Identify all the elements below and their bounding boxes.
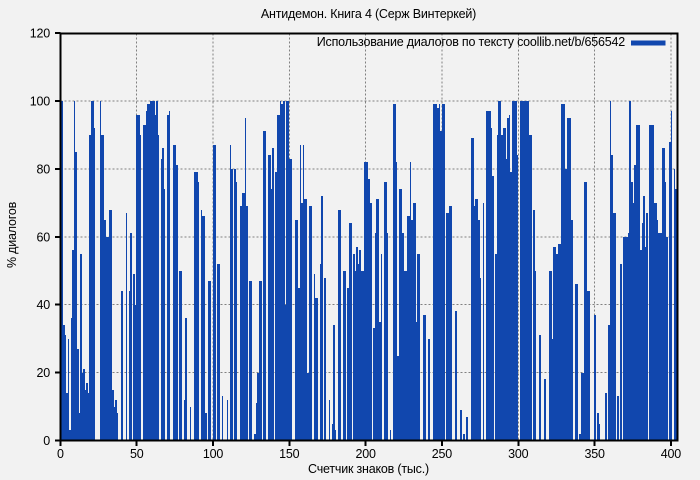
svg-text:% диалогов: % диалогов — [5, 201, 19, 268]
svg-text:80: 80 — [36, 162, 50, 176]
svg-text:250: 250 — [432, 447, 453, 461]
svg-text:20: 20 — [36, 366, 50, 380]
svg-text:Использование диалогов по текс: Использование диалогов по тексту coollib… — [317, 35, 625, 49]
svg-text:100: 100 — [203, 447, 224, 461]
svg-text:Счетчик знаков (тыс.): Счетчик знаков (тыс.) — [308, 462, 429, 476]
svg-text:Антидемон. Книга 4 (Серж Винте: Антидемон. Книга 4 (Серж Винтеркей) — [261, 7, 476, 21]
svg-text:0: 0 — [43, 434, 50, 448]
svg-text:400: 400 — [661, 447, 682, 461]
svg-text:100: 100 — [30, 94, 51, 108]
svg-text:0: 0 — [57, 447, 64, 461]
svg-text:350: 350 — [584, 447, 605, 461]
svg-text:200: 200 — [355, 447, 376, 461]
svg-text:300: 300 — [508, 447, 529, 461]
svg-text:50: 50 — [130, 447, 144, 461]
svg-text:40: 40 — [36, 298, 50, 312]
svg-text:120: 120 — [30, 27, 51, 41]
svg-text:150: 150 — [279, 447, 300, 461]
svg-text:60: 60 — [36, 230, 50, 244]
